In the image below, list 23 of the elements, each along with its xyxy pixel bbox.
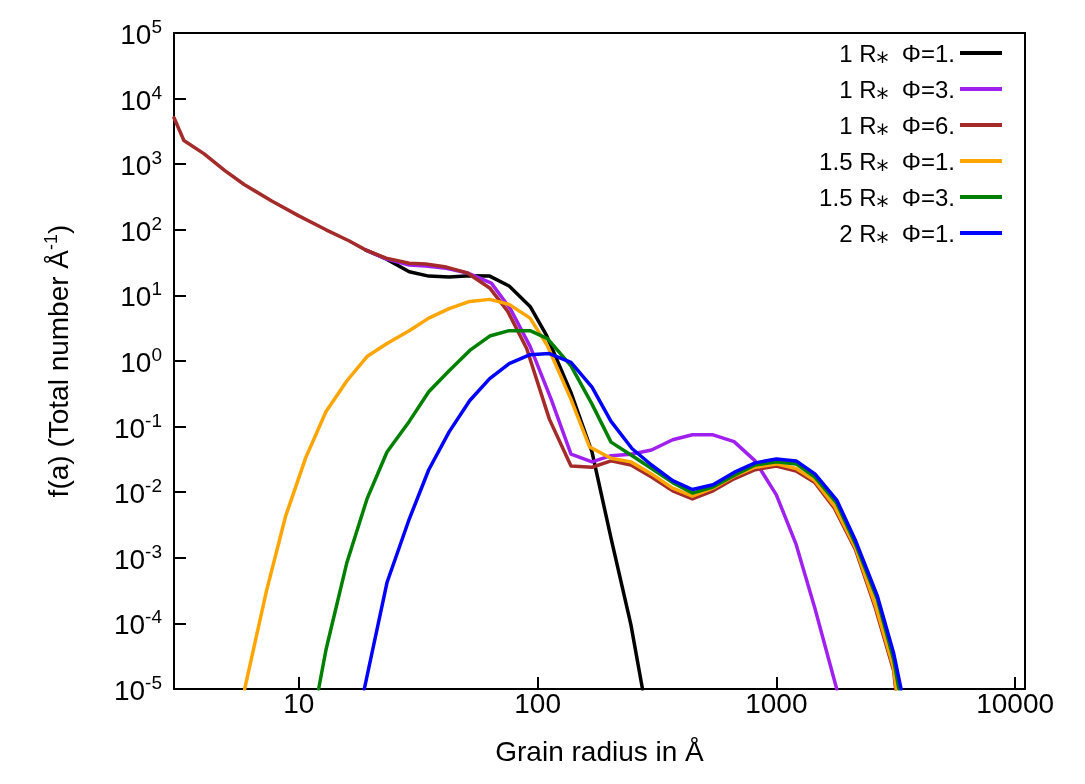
y-tick-label: 10$^{3}$ <box>120 147 162 181</box>
y-tick-label: 10$^{-4}$ <box>113 606 162 641</box>
y-tick-label: 10$^{-3}$ <box>113 541 162 575</box>
x-tick-label: 10000 <box>976 687 1055 719</box>
y-tick-label: 10$^{-1}$ <box>113 409 162 444</box>
legend-label: 1 R⁎ Φ=6. <box>839 111 955 139</box>
legend-label: 2 R⁎ Φ=1. <box>839 219 955 247</box>
x-tick-label: 10 <box>283 687 315 719</box>
y-tick-label: 10$^{0}$ <box>120 344 162 378</box>
legend-label: 1.5 R⁎ Φ=3. <box>819 183 955 211</box>
y-axis-title: f(a) (Total number Å-1) <box>41 224 74 498</box>
legend-label: 1.5 R⁎ Φ=1. <box>819 147 955 175</box>
x-tick-label: 1000 <box>745 687 808 719</box>
legend-label: 1 R⁎ Φ=1. <box>839 39 955 67</box>
x-axis-title: Grain radius in Å <box>495 735 705 767</box>
legend-label: 1 R⁎ Φ=3. <box>839 75 955 103</box>
y-tick-label: 10$^{-2}$ <box>113 475 162 509</box>
y-tick-label: 10$^{2}$ <box>120 213 162 247</box>
y-tick-label: 10$^{-5}$ <box>113 672 162 706</box>
x-tick-label: 100 <box>514 687 561 719</box>
y-tick-label: 10$^{5}$ <box>120 16 162 50</box>
y-tick-label: 10$^{4}$ <box>120 81 162 116</box>
y-tick-label: 10$^{1}$ <box>120 278 162 313</box>
